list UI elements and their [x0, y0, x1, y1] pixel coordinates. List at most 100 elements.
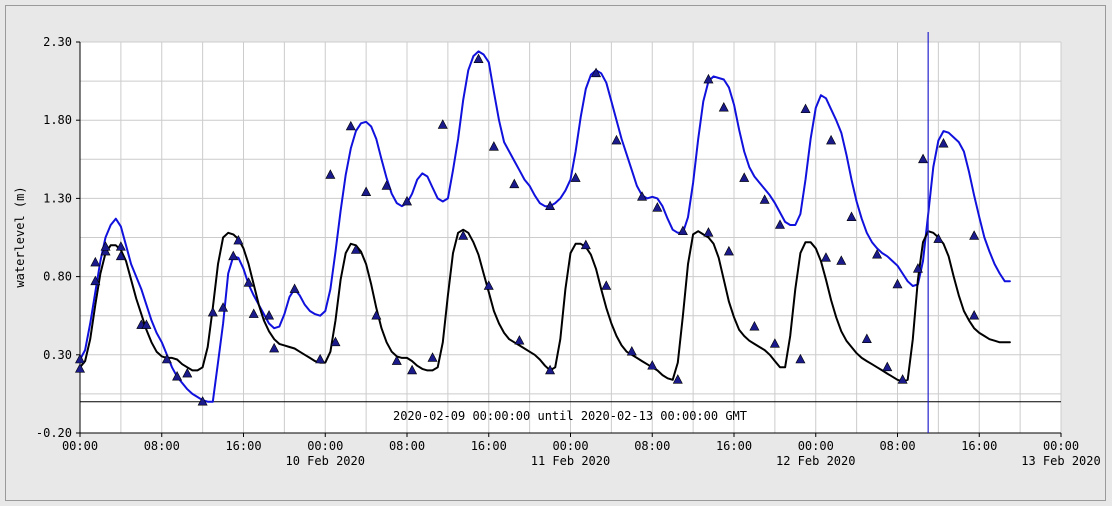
data-marker	[861, 333, 872, 343]
x-date-label: 10 Feb 2020	[286, 454, 365, 468]
data-marker	[75, 353, 85, 364]
data-marker	[458, 230, 469, 240]
x-tick-label: 00:00	[307, 439, 343, 453]
data-marker	[882, 361, 893, 372]
x-tick-label: 08:00	[634, 439, 670, 453]
y-tick-label: 0.30	[43, 348, 72, 362]
x-tick-labels: 00:00 08:00 16:00 00:00 08:00 16:00 00:00 08:00…	[62, 433, 1101, 468]
x-tick-label: 00:00	[62, 439, 98, 453]
data-marker	[197, 396, 208, 406]
data-marker	[315, 353, 326, 364]
y-tick-label: 0.80	[43, 270, 72, 284]
data-marker	[545, 200, 556, 211]
data-marker	[345, 120, 356, 131]
data-marker	[872, 249, 883, 259]
data-marker	[580, 239, 591, 250]
y-axis-label: waterlevel (m)	[13, 186, 27, 287]
data-marker	[427, 352, 438, 362]
data-marker	[207, 306, 218, 317]
data-marker	[509, 178, 520, 189]
x-tick-label: 16:00	[716, 439, 752, 453]
x-tick-label: 00:00	[1043, 439, 1079, 453]
data-marker	[836, 255, 847, 265]
data-marker	[846, 211, 857, 221]
waterlevel-chart: 2.30 1.80 1.30 0.80 0.30 -0.20 00:00 08:00 16:0…	[13, 32, 1101, 468]
x-tick-label: 16:00	[471, 439, 507, 453]
y-tick-label: 2.30	[43, 35, 72, 49]
data-marker	[483, 280, 494, 290]
data-marker	[90, 256, 101, 267]
data-marker	[371, 310, 382, 320]
series-line-black	[79, 228, 1011, 383]
data-marker	[264, 310, 275, 320]
data-marker	[350, 244, 361, 254]
x-date-label: 11 Feb 2020	[531, 454, 610, 468]
data-marker	[591, 67, 602, 78]
data-marker	[611, 134, 622, 145]
series-layer	[75, 50, 1011, 406]
data-marker	[912, 263, 923, 273]
data-marker	[774, 219, 785, 229]
y-tick-label: 1.80	[43, 113, 72, 127]
data-marker	[391, 355, 402, 365]
data-marker	[820, 252, 831, 262]
data-marker	[570, 172, 581, 182]
data-marker	[637, 191, 648, 201]
data-marker	[718, 102, 729, 112]
data-marker	[289, 283, 300, 293]
data-marker	[115, 250, 126, 261]
data-marker	[218, 302, 229, 312]
data-marker	[100, 245, 111, 256]
data-marker	[437, 119, 448, 129]
data-marker	[969, 310, 980, 320]
y-tick-label: -0.20	[36, 426, 72, 440]
data-marker	[826, 134, 837, 145]
data-marker	[473, 53, 484, 64]
data-marker	[330, 336, 341, 347]
data-marker	[795, 353, 806, 364]
data-marker	[749, 321, 760, 331]
data-marker	[161, 353, 172, 364]
data-marker	[182, 367, 193, 378]
data-marker	[381, 180, 392, 190]
data-marker	[938, 138, 949, 148]
data-marker	[626, 346, 637, 356]
data-marker	[402, 195, 412, 206]
data-marker	[115, 241, 126, 251]
y-tick-label: 1.30	[43, 191, 72, 205]
data-marker	[647, 360, 658, 370]
data-marker	[172, 371, 183, 381]
x-tick-label: 16:00	[225, 439, 261, 453]
data-marker	[652, 202, 663, 212]
x-tick-label: 08:00	[389, 439, 425, 453]
data-marker	[269, 342, 280, 353]
y-tick-labels: 2.30 1.80 1.30 0.80 0.30 -0.20	[36, 35, 80, 440]
data-marker	[703, 227, 714, 237]
data-marker	[918, 153, 929, 164]
data-marker	[228, 250, 239, 261]
chart-frame: 2.30 1.80 1.30 0.80 0.30 -0.20 00:00 08:00 16:0…	[5, 5, 1106, 501]
data-marker	[672, 374, 683, 384]
data-marker	[723, 245, 734, 256]
data-marker	[243, 277, 254, 287]
data-marker	[769, 338, 780, 348]
data-marker	[361, 186, 372, 196]
data-marker	[233, 234, 244, 245]
data-marker	[739, 172, 750, 182]
data-marker	[248, 308, 259, 318]
data-marker	[100, 241, 111, 251]
data-marker	[141, 319, 152, 329]
time-range-caption: 2020-02-09 00:00:00 until 2020-02-13 00:…	[393, 409, 747, 423]
x-date-label: 12 Feb 2020	[776, 454, 855, 468]
data-marker	[800, 103, 811, 114]
x-tick-label: 00:00	[798, 439, 834, 453]
data-marker	[75, 363, 85, 373]
data-marker	[488, 141, 499, 151]
data-marker	[759, 194, 770, 204]
x-date-label: 13 Feb 2020	[1021, 454, 1100, 468]
x-tick-label: 00:00	[552, 439, 588, 453]
data-marker	[703, 73, 714, 84]
x-tick-label: 08:00	[879, 439, 915, 453]
data-marker	[514, 335, 525, 345]
data-marker	[677, 225, 688, 236]
